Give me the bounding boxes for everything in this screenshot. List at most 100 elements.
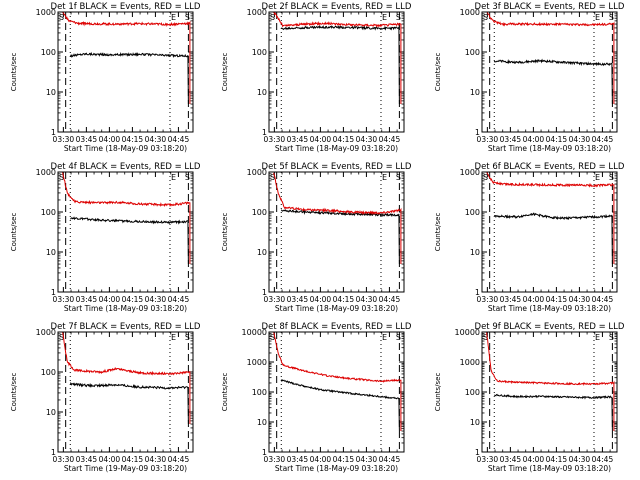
end-marker: E	[382, 13, 387, 22]
y-tick-label: 100	[465, 388, 480, 397]
x-axis-label: Start Time (18-May-09 03:18:20)	[275, 464, 398, 473]
end-marker: E	[595, 333, 600, 342]
start-marker: S	[609, 173, 614, 182]
start-marker: S	[396, 173, 401, 182]
y-axis-label: Counts/sec	[221, 373, 229, 412]
y-tick-label: 1	[475, 128, 480, 137]
x-tick-label: 04:15	[546, 135, 568, 144]
y-tick-label: 10	[470, 88, 480, 97]
chart-panel-8: Det 8f BLACK = Events, RED = LLD Counts/s…	[221, 322, 412, 473]
x-axis-label: Start Time (18-May-09 03:18:20)	[64, 144, 187, 153]
x-tick-label: 04:00	[310, 135, 332, 144]
chart-title: Det 1f BLACK = Events, RED = LLD	[51, 2, 201, 12]
chart-title: Det 3f BLACK = Events, RED = LLD	[475, 2, 625, 12]
start-marker: S	[270, 173, 275, 182]
x-tick-label: 04:00	[310, 455, 332, 464]
y-tick-label: 100	[252, 208, 267, 217]
x-tick-label: 03:30	[477, 135, 499, 144]
plot-frame	[57, 171, 194, 293]
x-tick-label: 04:00	[99, 135, 121, 144]
y-tick-label: 100	[41, 208, 56, 217]
y-tick-label: 1000	[460, 168, 480, 177]
events-series-line	[493, 58, 613, 105]
start-marker: S	[185, 13, 190, 22]
chart-panel-4: Det 4f BLACK = Events, RED = LLD Counts/s…	[10, 162, 201, 313]
end-marker: E	[171, 333, 176, 342]
x-tick-label: 04:15	[333, 135, 355, 144]
x-tick-label: 03:30	[53, 295, 75, 304]
y-tick-label: 10	[46, 248, 56, 257]
x-axis-label: Start Time (18-May-09 03:18:20)	[488, 304, 611, 313]
x-tick-label: 04:30	[356, 455, 378, 464]
end-marker: E	[382, 173, 387, 182]
x-tick-label: 04:00	[99, 455, 121, 464]
chart-panel-6: Det 6f BLACK = Events, RED = LLD Counts/s…	[434, 162, 625, 313]
plot-frame	[481, 331, 618, 453]
plot-frame	[57, 331, 194, 453]
start-marker: S	[270, 333, 275, 342]
events-series-line	[493, 212, 613, 265]
x-tick-label: 04:45	[379, 135, 401, 144]
chart-title: Det 2f BLACK = Events, RED = LLD	[262, 2, 412, 12]
y-tick-label: 1000	[247, 358, 267, 367]
x-tick-label: 04:00	[523, 455, 545, 464]
x-tick-label: 04:15	[122, 295, 144, 304]
y-tick-label: 1	[51, 128, 56, 137]
y-tick-label: 1	[262, 448, 267, 457]
chart-panel-7: Det 7f BLACK = Events, RED = LLD Counts/s…	[10, 322, 201, 473]
x-tick-label: 03:30	[264, 455, 286, 464]
x-axis-label: Start Time (18-May-09 03:18:20)	[275, 144, 398, 153]
x-tick-label: 03:45	[76, 295, 98, 304]
x-tick-label: 04:15	[122, 135, 144, 144]
x-tick-label: 04:00	[523, 135, 545, 144]
y-axis-label: Counts/sec	[434, 373, 442, 412]
x-tick-label: 03:45	[287, 135, 309, 144]
x-tick-label: 04:15	[546, 295, 568, 304]
x-tick-label: 04:30	[569, 455, 591, 464]
start-marker: S	[185, 333, 190, 342]
x-tick-label: 04:30	[145, 135, 167, 144]
start-marker: S	[396, 13, 401, 22]
x-tick-label: 04:00	[99, 295, 121, 304]
y-tick-label: 10	[46, 88, 56, 97]
x-tick-label: 03:45	[500, 135, 522, 144]
start-marker: S	[59, 333, 64, 342]
events-series-line	[281, 25, 400, 105]
lld-series-line	[486, 171, 615, 264]
x-tick-label: 04:45	[168, 455, 190, 464]
x-tick-label: 04:45	[168, 295, 190, 304]
y-tick-label: 1	[475, 288, 480, 297]
y-tick-label: 1	[51, 448, 56, 457]
y-tick-label: 10	[257, 88, 267, 97]
y-tick-label: 1000	[460, 358, 480, 367]
plot-frame	[268, 11, 405, 133]
y-tick-label: 100	[41, 48, 56, 57]
x-tick-label: 03:30	[264, 135, 286, 144]
end-marker: E	[382, 333, 387, 342]
y-tick-label: 100	[252, 388, 267, 397]
chart-panel-2: Det 2f BLACK = Events, RED = LLD Counts/s…	[221, 2, 412, 153]
start-marker: S	[609, 13, 614, 22]
lld-series-line	[273, 11, 402, 104]
y-tick-label: 1000	[460, 8, 480, 17]
y-tick-label: 1000	[36, 328, 56, 337]
x-tick-label: 04:30	[569, 295, 591, 304]
lld-series-line	[273, 332, 402, 431]
x-tick-label: 03:45	[287, 295, 309, 304]
y-axis-label: Counts/sec	[10, 373, 18, 412]
plot-frame	[57, 11, 194, 133]
y-axis-label: Counts/sec	[221, 213, 229, 252]
x-tick-label: 04:30	[569, 135, 591, 144]
chart-panel-3: Det 3f BLACK = Events, RED = LLD Counts/s…	[434, 2, 625, 153]
x-tick-label: 04:30	[145, 295, 167, 304]
y-tick-label: 10000	[455, 328, 480, 337]
x-tick-label: 04:45	[379, 455, 401, 464]
lld-series-line	[62, 332, 191, 424]
x-tick-label: 03:45	[500, 455, 522, 464]
y-tick-label: 1000	[36, 168, 56, 177]
x-tick-label: 03:45	[500, 295, 522, 304]
start-marker: S	[609, 333, 614, 342]
y-tick-label: 10000	[242, 328, 267, 337]
events-series-line	[493, 393, 613, 432]
y-tick-label: 10	[470, 418, 480, 427]
